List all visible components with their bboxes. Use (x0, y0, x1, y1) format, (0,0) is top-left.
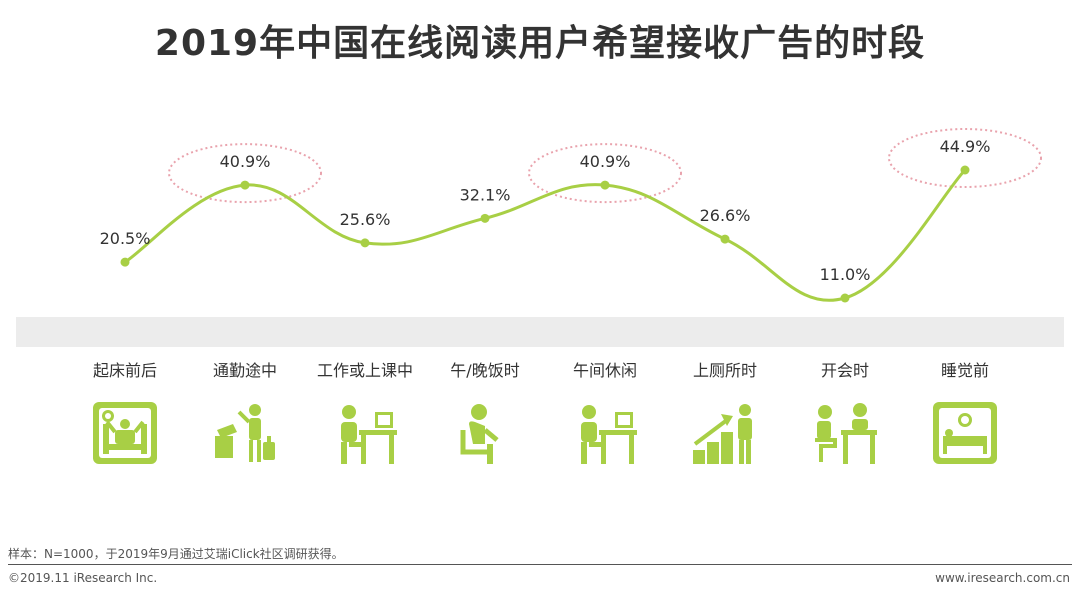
line-chart: 20.5% 40.9% 25.6% 32.1% 40.9% 26.6% 11.0% 44.9% (100, 128, 1042, 303)
copyright: ©2019.11 iResearch Inc. (8, 571, 158, 585)
category-labels: 起床前后 通勤途中 工作或上课中 午/晚饭时 午间休闲 上厕所时 开会时 睡觉前 (0, 357, 1080, 381)
category-label-2: 工作或上课中 (316, 361, 413, 380)
data-point-6 (840, 293, 850, 303)
highlight-ellipse-1 (168, 143, 322, 204)
highlight-ellipse-4 (528, 143, 682, 204)
data-label-6: 11.0% (820, 265, 871, 284)
meeting-icon (811, 400, 879, 468)
data-point-5 (720, 234, 730, 244)
category-label-4: 午间休闲 (572, 361, 637, 380)
alarm-clock-bed-icon (91, 400, 159, 468)
data-point-3 (480, 213, 490, 223)
commuter-luggage-icon (211, 400, 279, 468)
data-label-5: 26.6% (700, 206, 751, 225)
data-label-2: 25.6% (340, 210, 391, 229)
category-icons (0, 400, 1080, 480)
sample-note: 样本：N=1000，于2019年9月通过艾瑞iClick社区调研获得。 (8, 547, 344, 561)
data-label-1: 40.9% (220, 152, 271, 171)
footer-divider (8, 564, 1072, 565)
category-label-0: 起床前后 (92, 361, 157, 380)
data-point-2 (360, 238, 370, 248)
data-label-0: 20.5% (100, 229, 151, 248)
category-label-5: 上厕所时 (692, 361, 757, 380)
category-label-3: 午/晚饭时 (450, 361, 520, 380)
chart-title: 2019年中国在线阅读用户希望接收广告的时段 (154, 23, 926, 64)
sleeping-bed-icon (931, 400, 999, 468)
site-url: www.iresearch.com.cn (935, 571, 1070, 585)
growth-stairs-icon (691, 400, 759, 468)
data-label-7: 44.9% (940, 137, 991, 156)
category-label-6: 开会时 (820, 361, 869, 380)
category-label-7: 睡觉前 (940, 361, 989, 380)
data-point-1 (240, 180, 250, 190)
seated-person-icon (451, 400, 519, 468)
data-point-7 (960, 165, 970, 175)
highlight-ellipse-7 (888, 128, 1042, 188)
data-point-4 (600, 180, 610, 190)
desk-worker-icon (331, 400, 399, 468)
data-point-0 (120, 257, 130, 267)
data-label-4: 40.9% (580, 152, 631, 171)
data-label-3: 32.1% (460, 185, 511, 204)
desk-worker-icon (571, 400, 639, 468)
category-band (16, 317, 1064, 347)
category-label-1: 通勤途中 (212, 361, 277, 380)
